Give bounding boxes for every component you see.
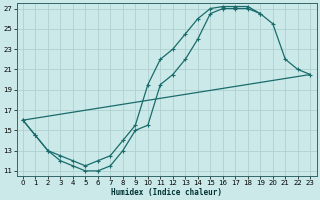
X-axis label: Humidex (Indice chaleur): Humidex (Indice chaleur) [111, 188, 222, 197]
